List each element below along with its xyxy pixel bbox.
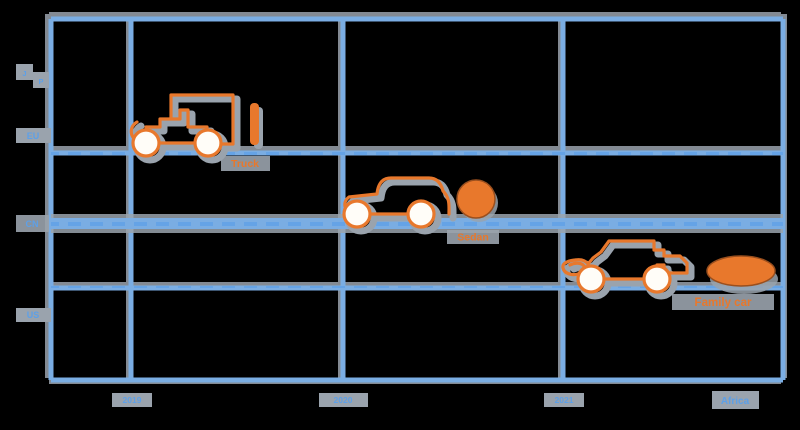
svg-text:P: P: [38, 77, 43, 86]
svg-text:EU: EU: [27, 131, 40, 141]
svg-text:Family car: Family car: [695, 297, 752, 309]
svg-text:CN: CN: [26, 219, 39, 229]
svg-text:Sedan: Sedan: [457, 232, 489, 244]
svg-text:2020: 2020: [334, 395, 353, 405]
svg-text:US: US: [27, 310, 40, 320]
svg-text:J: J: [22, 69, 26, 78]
svg-text:Truck: Truck: [231, 158, 259, 170]
svg-text:Africa: Africa: [721, 396, 750, 407]
svg-text:2021: 2021: [555, 395, 574, 405]
svg-text:2019: 2019: [123, 395, 142, 405]
